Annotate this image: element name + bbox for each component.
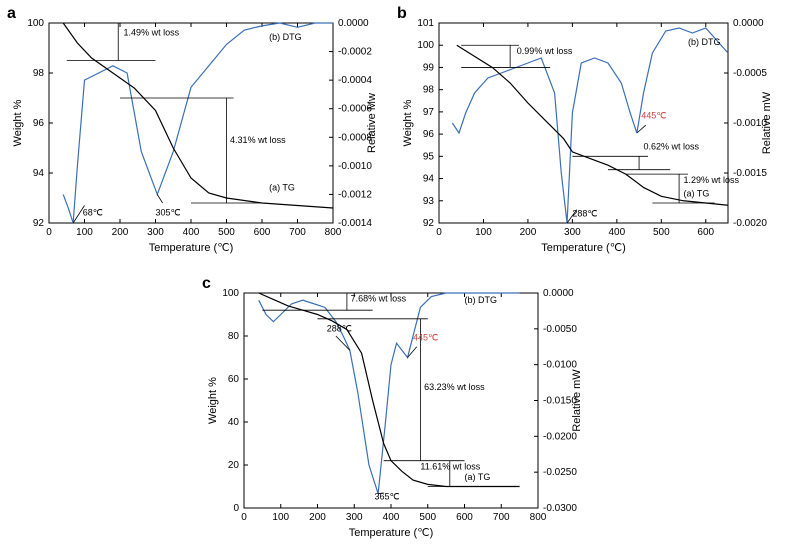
- svg-text:63.23% wt loss: 63.23% wt loss: [424, 382, 485, 392]
- chart-b-svg: 0 100 200 300 400 500 600 92 93 94 95 96 97 98 99 100 10…: [395, 5, 780, 265]
- svg-text:0: 0: [241, 512, 247, 523]
- svg-text:305℃: 305℃: [156, 208, 181, 218]
- svg-text:98: 98: [33, 68, 45, 79]
- svg-text:445℃: 445℃: [641, 111, 666, 121]
- svg-text:Relative Mw: Relative Mw: [366, 93, 378, 153]
- svg-text:-0.0200: -0.0200: [543, 431, 577, 442]
- svg-text:Temperature (℃): Temperature (℃): [349, 527, 434, 539]
- svg-text:500: 500: [419, 512, 436, 523]
- svg-text:Weight %: Weight %: [207, 377, 219, 424]
- svg-text:Temperature (℃): Temperature (℃): [149, 242, 234, 254]
- svg-text:(a) TG: (a) TG: [684, 188, 710, 198]
- svg-text:-0.0250: -0.0250: [543, 467, 577, 478]
- panel-a-label: a: [7, 5, 16, 23]
- svg-text:-0.0014: -0.0014: [338, 218, 372, 229]
- svg-text:Weight %: Weight %: [12, 99, 24, 146]
- chart-a-svg: 010020030040050060070080092949698100-0.0…: [5, 5, 385, 265]
- svg-text:(b) DTG: (b) DTG: [269, 32, 302, 42]
- svg-text:600: 600: [254, 227, 271, 238]
- svg-text:0.0000: 0.0000: [543, 288, 574, 299]
- svg-text:-0.0050: -0.0050: [543, 324, 577, 335]
- svg-text:98: 98: [423, 85, 435, 96]
- svg-text:20: 20: [228, 460, 240, 471]
- svg-text:500: 500: [653, 227, 670, 238]
- svg-text:94: 94: [33, 168, 45, 179]
- svg-text:80: 80: [228, 331, 240, 342]
- svg-text:-0.0100: -0.0100: [543, 360, 577, 371]
- svg-text:100: 100: [76, 227, 93, 238]
- svg-text:365℃: 365℃: [374, 491, 399, 501]
- svg-text:40: 40: [228, 417, 240, 428]
- svg-text:Temperature (℃): Temperature (℃): [541, 242, 626, 254]
- svg-text:400: 400: [609, 227, 626, 238]
- svg-text:-0.0004: -0.0004: [338, 75, 372, 86]
- svg-text:288℃: 288℃: [327, 324, 352, 334]
- svg-text:600: 600: [697, 227, 714, 238]
- svg-text:0: 0: [436, 227, 442, 238]
- svg-text:500: 500: [218, 227, 235, 238]
- svg-text:0.0000: 0.0000: [733, 18, 764, 29]
- svg-text:95: 95: [423, 151, 435, 162]
- svg-text:96: 96: [423, 129, 435, 140]
- svg-text:100: 100: [475, 227, 492, 238]
- svg-text:92: 92: [33, 218, 45, 229]
- svg-text:100: 100: [272, 512, 289, 523]
- panel-c-label: c: [202, 275, 211, 293]
- svg-text:400: 400: [383, 512, 400, 523]
- svg-text:0.99% wt loss: 0.99% wt loss: [517, 46, 573, 56]
- svg-text:92: 92: [423, 218, 435, 229]
- svg-text:97: 97: [423, 107, 435, 118]
- svg-text:(a) TG: (a) TG: [465, 472, 491, 482]
- svg-text:7.68% wt loss: 7.68% wt loss: [351, 294, 407, 304]
- svg-text:96: 96: [33, 118, 45, 129]
- svg-text:1.49% wt loss: 1.49% wt loss: [124, 28, 180, 38]
- svg-text:(a) TG: (a) TG: [269, 183, 295, 193]
- svg-text:600: 600: [456, 512, 473, 523]
- svg-text:-0.0020: -0.0020: [733, 218, 767, 229]
- panel-b: b 0 100 200 300 400 500 600 92 93 94 95 96 97 98 99 100…: [395, 5, 780, 265]
- svg-text:101: 101: [417, 18, 434, 29]
- svg-text:-0.0012: -0.0012: [338, 189, 372, 200]
- svg-text:100: 100: [417, 40, 434, 51]
- svg-text:300: 300: [564, 227, 581, 238]
- svg-text:400: 400: [183, 227, 200, 238]
- svg-text:100: 100: [222, 288, 239, 299]
- svg-text:1.29% wt loss: 1.29% wt loss: [684, 175, 740, 185]
- svg-text:4.31% wt loss: 4.31% wt loss: [230, 135, 286, 145]
- svg-text:Relative mW: Relative mW: [761, 91, 773, 154]
- svg-text:300: 300: [346, 512, 363, 523]
- svg-text:60: 60: [228, 374, 240, 385]
- svg-text:94: 94: [423, 174, 435, 185]
- svg-text:700: 700: [493, 512, 510, 523]
- svg-text:99: 99: [423, 62, 435, 73]
- svg-text:68℃: 68℃: [83, 208, 103, 218]
- svg-text:288℃: 288℃: [572, 208, 597, 218]
- panel-c: c 0100200300400500600700800020406080100-…: [200, 275, 590, 550]
- svg-text:11.61% wt loss: 11.61% wt loss: [420, 461, 480, 471]
- svg-text:445℃: 445℃: [413, 332, 438, 342]
- panel-a: a 010020030040050060070080092949698100-0…: [5, 5, 385, 265]
- svg-text:-0.0002: -0.0002: [338, 47, 372, 58]
- panel-b-label: b: [397, 5, 407, 23]
- svg-text:200: 200: [309, 512, 326, 523]
- svg-text:0.0000: 0.0000: [338, 18, 369, 29]
- svg-text:(b) DTG: (b) DTG: [465, 295, 498, 305]
- svg-text:0.62% wt loss: 0.62% wt loss: [644, 142, 700, 152]
- svg-text:100: 100: [27, 18, 44, 29]
- svg-text:700: 700: [289, 227, 306, 238]
- svg-text:200: 200: [520, 227, 537, 238]
- svg-text:93: 93: [423, 196, 435, 207]
- chart-c-svg: 0100200300400500600700800020406080100-0.…: [200, 275, 590, 550]
- svg-text:Weight %: Weight %: [402, 99, 414, 146]
- svg-text:Relative mW: Relative mW: [571, 369, 583, 432]
- svg-text:-0.0300: -0.0300: [543, 503, 577, 514]
- svg-text:0: 0: [46, 227, 52, 238]
- svg-text:200: 200: [112, 227, 129, 238]
- svg-text:-0.0010: -0.0010: [338, 161, 372, 172]
- svg-text:0: 0: [233, 503, 239, 514]
- svg-text:-0.0005: -0.0005: [733, 68, 767, 79]
- svg-text:300: 300: [147, 227, 164, 238]
- svg-text:(b) DTG: (b) DTG: [688, 37, 721, 47]
